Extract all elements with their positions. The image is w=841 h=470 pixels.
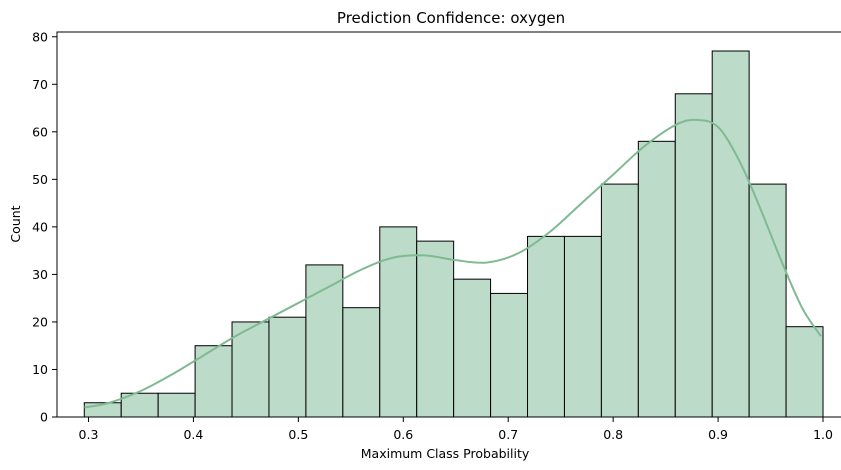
y-tick-label: 70	[32, 77, 48, 92]
histogram-bar	[157, 392, 196, 418]
y-tick-label: 30	[32, 267, 48, 282]
x-tick-label: 0.5	[288, 427, 308, 442]
x-tick-label: 0.7	[498, 427, 518, 442]
y-axis-ticks: 0 10 20 30 40 50 60 70 80	[32, 29, 57, 425]
y-tick-label: 80	[32, 29, 48, 44]
histogram-bar	[785, 326, 824, 418]
histogram-bar	[674, 93, 713, 418]
histogram-bar	[453, 278, 492, 418]
histogram-bar	[527, 235, 565, 418]
y-tick-label: 60	[32, 124, 48, 139]
x-tick-label: 1.0	[813, 427, 833, 442]
y-tick-label: 20	[32, 314, 48, 329]
histogram-bar	[600, 183, 639, 418]
x-tick-label: 0.4	[183, 427, 203, 442]
x-tick-label: 0.6	[393, 427, 413, 442]
y-tick-label: 40	[32, 219, 48, 234]
histogram-bar	[268, 316, 307, 418]
histogram-bar	[711, 50, 750, 418]
histogram-bar	[490, 292, 529, 418]
x-axis-label: Maximum Class Probability	[361, 446, 530, 461]
chart-title: Prediction Confidence: oxygen	[337, 9, 565, 27]
histogram-bar	[563, 235, 602, 418]
x-tick-label: 0.8	[603, 427, 623, 442]
y-tick-label: 50	[32, 172, 48, 187]
histogram-bar	[342, 307, 381, 418]
y-tick-label: 10	[32, 362, 48, 377]
x-tick-label: 0.9	[708, 427, 728, 442]
histogram-bars	[83, 50, 824, 418]
x-axis-ticks: 0.3 0.4 0.5 0.6 0.7 0.8 0.9 1.0	[79, 417, 833, 442]
y-axis-label: Count	[8, 205, 23, 242]
histogram-bar	[748, 183, 787, 418]
histogram-bar	[305, 264, 344, 418]
plot-frame	[56, 31, 841, 418]
x-tick-label: 0.3	[79, 427, 99, 442]
histogram-bar	[416, 240, 455, 418]
histogram-bar	[637, 140, 676, 418]
kde-curve	[84, 118, 822, 409]
histogram-bar	[231, 321, 270, 418]
y-tick-label: 0	[40, 410, 48, 425]
